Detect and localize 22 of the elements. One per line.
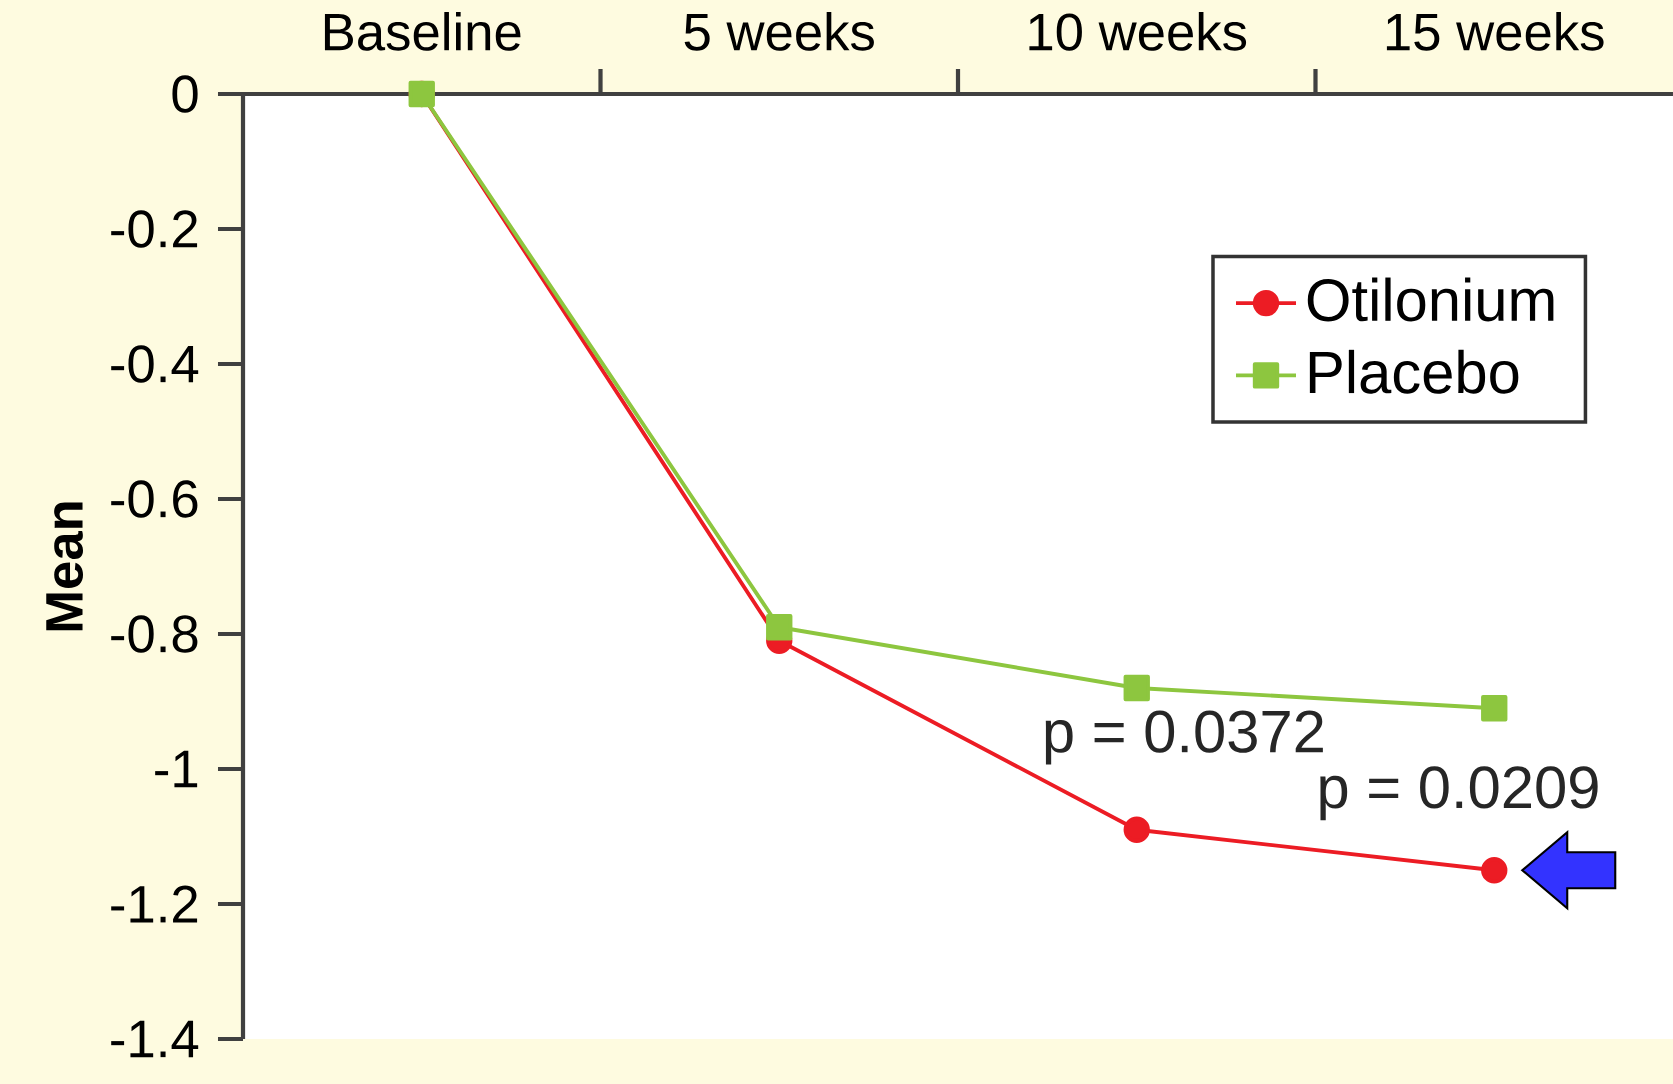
y-tick-label: -0.6 bbox=[111, 480, 198, 518]
y-tick-label: 0 bbox=[172, 75, 198, 113]
x-tick-label: Baseline bbox=[324, 12, 521, 51]
y-axis-title: Mean bbox=[46, 502, 84, 631]
legend-label: Otilonium bbox=[1307, 277, 1554, 322]
point bbox=[766, 614, 793, 641]
y-tick-label: -1 bbox=[155, 750, 198, 788]
annotation: p = 0.0209 bbox=[1320, 766, 1598, 821]
x-tick-label: 5 weeks bbox=[684, 12, 874, 51]
x-tick-label: 15 weeks bbox=[1386, 12, 1604, 51]
annotation: p = 0.0372 bbox=[1045, 710, 1323, 765]
point bbox=[1123, 674, 1150, 702]
legend-label: Placebo bbox=[1309, 349, 1519, 394]
y-tick-label: -1.2 bbox=[111, 885, 198, 923]
y-tick-label: -0.4 bbox=[111, 345, 199, 383]
y-tick-label: -0.8 bbox=[111, 615, 198, 653]
y-tick-label: -0.2 bbox=[111, 210, 198, 248]
point bbox=[1123, 816, 1150, 843]
x-tick-label: 10 weeks bbox=[1029, 12, 1247, 51]
point bbox=[1481, 695, 1508, 722]
y-tick-label: -1.4 bbox=[111, 1020, 199, 1058]
point bbox=[1481, 857, 1508, 884]
